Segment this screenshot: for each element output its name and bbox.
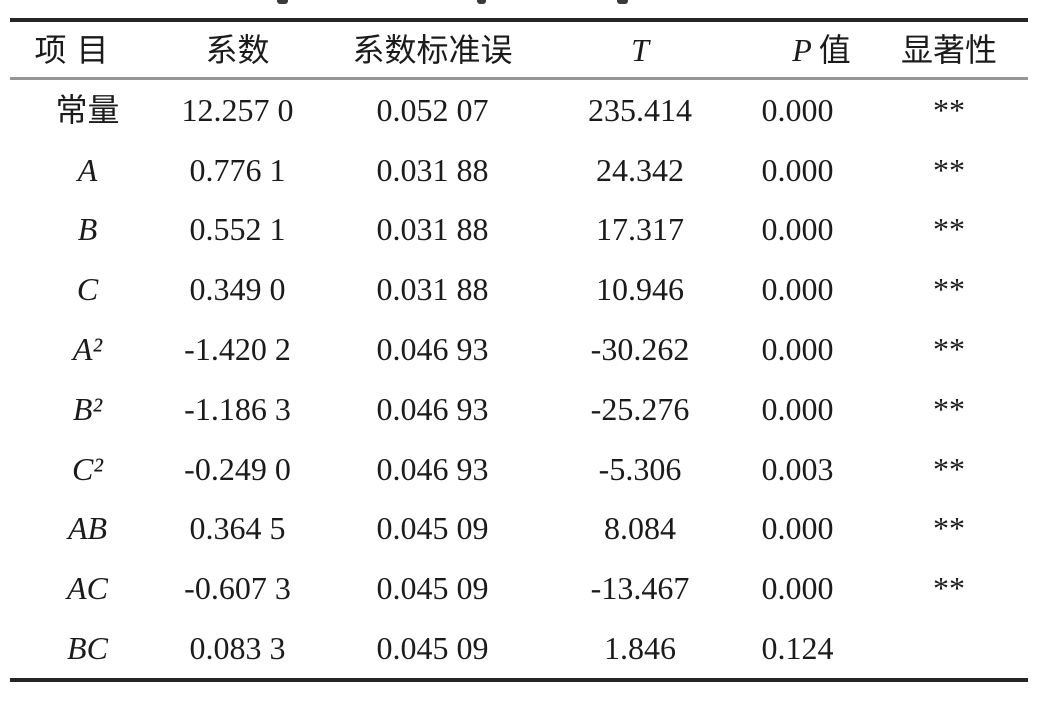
column-header-standard-error: 系数标准误: [352, 31, 513, 68]
cell-t: -25.276: [590, 390, 690, 427]
cell-coefficient: -1.186 3: [184, 390, 291, 427]
cell-t: 235.414: [588, 91, 692, 128]
cell-coefficient: 0.083 3: [189, 630, 286, 667]
table-row: B² -1.186 3 0.046 93 -25.276 0.000 **: [10, 379, 1028, 439]
cell-significance: **: [933, 570, 965, 607]
row-label: B²: [72, 390, 103, 427]
row-label: A²: [72, 331, 103, 368]
cell-standard-error: 0.045 09: [376, 570, 489, 607]
cell-coefficient: 0.552 1: [189, 211, 286, 248]
cell-standard-error: 0.046 93: [376, 450, 489, 487]
cell-standard-error: 0.045 09: [376, 630, 489, 667]
cell-t: 24.342: [596, 151, 684, 188]
column-header-t: T: [631, 31, 649, 68]
table-row: BC 0.083 3 0.045 09 1.846 0.124: [10, 618, 1028, 678]
cell-standard-error: 0.045 09: [376, 510, 489, 547]
table-body: 常量 12.257 0 0.052 07 235.414 0.000 ** A 0.776 1…: [10, 80, 1028, 678]
cell-significance: **: [933, 510, 965, 547]
column-header-item: 项目: [34, 31, 119, 68]
cell-p: 0.000: [761, 390, 834, 427]
p-suffix: 值: [818, 31, 851, 68]
cell-standard-error: 0.046 93: [376, 390, 489, 427]
cell-t: 17.317: [596, 211, 684, 248]
cell-p: 0.000: [761, 211, 834, 248]
row-label: AB: [67, 510, 108, 547]
table-bottom-rule: [10, 678, 1028, 682]
table-row: AB 0.364 5 0.045 09 8.084 0.000 **: [10, 499, 1028, 559]
cell-standard-error: 0.046 93: [376, 331, 489, 368]
table-row: 常量 12.257 0 0.052 07 235.414 0.000 **: [10, 80, 1028, 140]
cell-coefficient: 0.776 1: [189, 151, 286, 188]
cell-significance: **: [933, 211, 965, 248]
cell-significance: **: [933, 450, 965, 487]
row-label: B: [77, 211, 98, 248]
cell-significance: **: [933, 271, 965, 308]
row-label: 常量: [55, 91, 120, 128]
cell-p: 0.000: [761, 271, 834, 308]
cell-standard-error: 0.031 88: [376, 211, 489, 248]
cell-significance: **: [933, 91, 965, 128]
cell-standard-error: 0.052 07: [376, 91, 489, 128]
cell-coefficient: 0.349 0: [189, 271, 286, 308]
row-label: C: [76, 271, 99, 308]
row-label: AC: [67, 570, 108, 607]
cropped-caption-fragment: [477, 0, 486, 4]
row-label: A: [77, 151, 98, 188]
cell-t: -13.467: [590, 570, 690, 607]
cell-p: 0.000: [761, 91, 834, 128]
cell-significance: **: [933, 151, 965, 188]
cell-p: 0.000: [761, 151, 834, 188]
cell-p: 0.000: [761, 570, 834, 607]
cell-p: 0.000: [761, 510, 834, 547]
table-row: A² -1.420 2 0.046 93 -30.262 0.000 **: [10, 319, 1028, 379]
cell-coefficient: 0.364 5: [189, 510, 286, 547]
column-header-coefficient: 系数: [205, 31, 270, 68]
table-row: B 0.552 1 0.031 88 17.317 0.000 **: [10, 200, 1028, 260]
row-label: BC: [67, 630, 108, 667]
row-label: C²: [72, 450, 103, 487]
cell-p: 0.000: [761, 331, 834, 368]
cell-coefficient: -0.249 0: [184, 450, 291, 487]
cell-p: 0.124: [761, 630, 834, 667]
cell-significance: **: [933, 390, 965, 427]
cell-t: -30.262: [590, 331, 690, 368]
table-row: AC -0.607 3 0.045 09 -13.467 0.000 **: [10, 558, 1028, 618]
cell-t: 10.946: [596, 271, 684, 308]
cell-t: 1.846: [604, 630, 676, 667]
cell-p: 0.003: [761, 450, 834, 487]
cell-standard-error: 0.031 88: [376, 271, 489, 308]
table-top-rule: [10, 18, 1028, 22]
cell-coefficient: -0.607 3: [184, 570, 291, 607]
p-symbol: P: [792, 31, 812, 68]
cell-coefficient: 12.257 0: [181, 91, 294, 128]
cell-standard-error: 0.031 88: [376, 151, 489, 188]
cell-coefficient: -1.420 2: [184, 331, 291, 368]
cropped-caption-fragment: [277, 0, 288, 4]
cell-significance: **: [933, 331, 965, 368]
cropped-caption-fragment: [617, 0, 628, 4]
cell-t: 8.084: [604, 510, 676, 547]
header-separator-rule: [10, 77, 1028, 80]
cell-t: -5.306: [598, 450, 682, 487]
table-row: C² -0.249 0 0.046 93 -5.306 0.003 **: [10, 439, 1028, 499]
table-row: C 0.349 0 0.031 88 10.946 0.000 **: [10, 259, 1028, 319]
column-header-significance: 显著性: [900, 31, 997, 68]
table-row: A 0.776 1 0.031 88 24.342 0.000 **: [10, 140, 1028, 200]
